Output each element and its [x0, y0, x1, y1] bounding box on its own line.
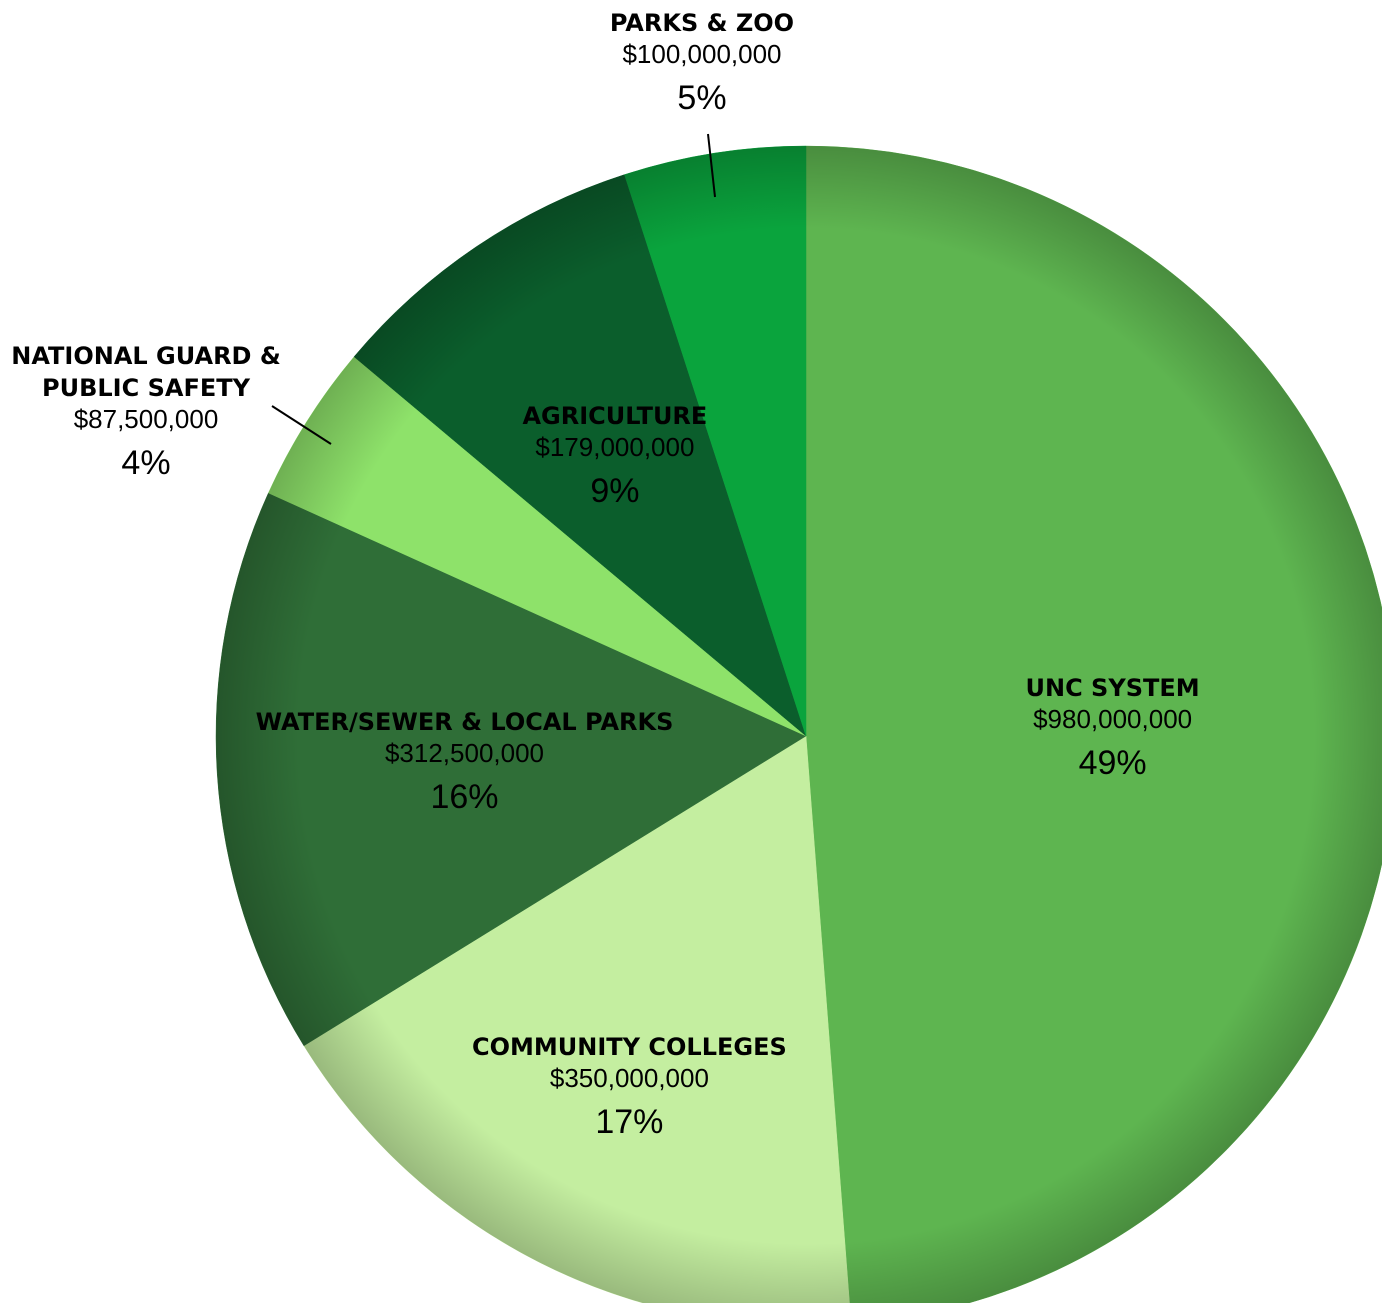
- slice-name-label: PUBLIC SAFETY: [42, 374, 251, 402]
- slice-labels: UNC SYSTEM$980,000,000 49% COMMUNITY COLLE…: [11, 9, 1199, 1141]
- slice-label-water-sewer-local-parks: WATER/SEWER & LOCAL PARKS$312,500,000 16%: [256, 708, 674, 816]
- slice-amount-label: $87,500,000: [74, 404, 219, 434]
- slice-label-unc-system: UNC SYSTEM$980,000,000 49%: [1026, 674, 1200, 782]
- slice-name-label: PARKS & ZOO: [610, 9, 794, 37]
- slice-percent-label: 5%: [677, 79, 726, 117]
- slice-percent-label: 9%: [590, 472, 639, 510]
- slice-label-community-colleges: COMMUNITY COLLEGES$350,000,000 17%: [472, 1033, 787, 1141]
- slice-label-national-guard-public-safety: NATIONAL GUARD & PUBLIC SAFETY$87,500,000…: [11, 342, 281, 482]
- slice-amount-label: $179,000,000: [535, 432, 694, 462]
- slice-percent-label: 16%: [430, 778, 498, 816]
- slice-amount-label: $980,000,000: [1033, 704, 1192, 734]
- slice-percent-label: 17%: [595, 1103, 663, 1141]
- slice-label-parks-zoo: PARKS & ZOO$100,000,000 5%: [610, 9, 794, 117]
- slice-percent-label: 49%: [1079, 744, 1147, 782]
- slice-name-label: UNC SYSTEM: [1026, 674, 1200, 702]
- slice-amount-label: $100,000,000: [622, 39, 781, 69]
- slice-name-label: NATIONAL GUARD &: [11, 342, 281, 370]
- leader-line-parks-zoo: [707, 133, 716, 198]
- slice-name-label: COMMUNITY COLLEGES: [472, 1033, 787, 1061]
- slice-label-agriculture: AGRICULTURE$179,000,000 9%: [522, 402, 707, 510]
- leader-lines: [271, 133, 716, 445]
- slice-amount-label: $312,500,000: [385, 738, 544, 768]
- slice-name-label: WATER/SEWER & LOCAL PARKS: [256, 708, 674, 736]
- leader-line-national-guard-public-safety: [271, 405, 332, 445]
- slice-amount-label: $350,000,000: [550, 1063, 709, 1093]
- slice-name-label: AGRICULTURE: [522, 402, 707, 430]
- slice-percent-label: 4%: [121, 444, 170, 482]
